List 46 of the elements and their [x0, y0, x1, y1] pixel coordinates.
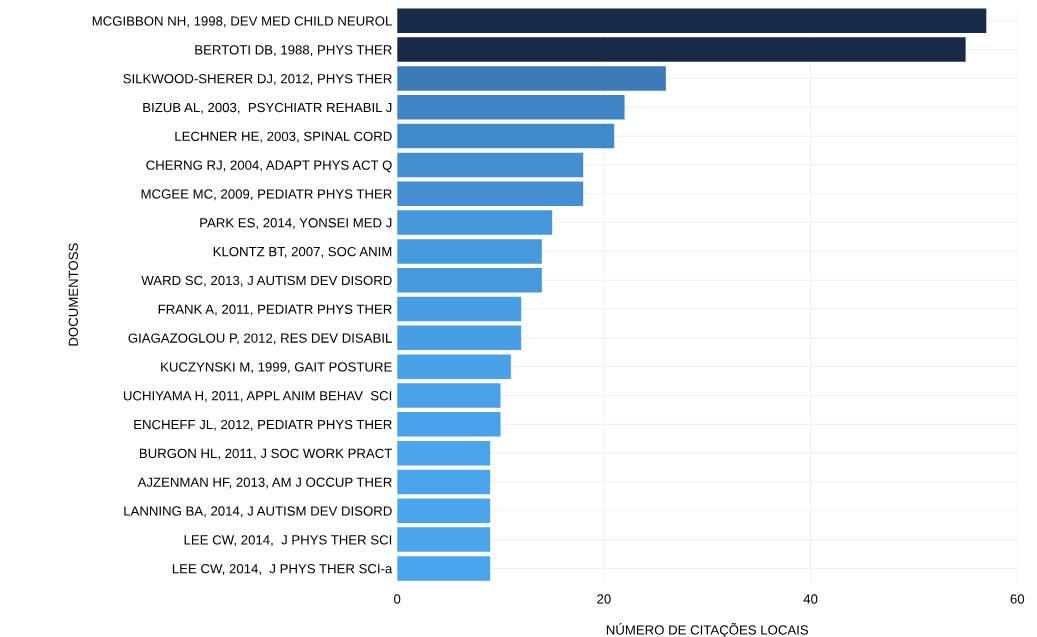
bar	[397, 383, 501, 408]
bar	[397, 210, 553, 235]
y-tick-label: KUCZYNSKI M, 1999, GAIT POSTURE	[161, 362, 392, 374]
bar	[397, 412, 501, 437]
bar	[397, 498, 491, 524]
x-tick-label: 40	[803, 594, 818, 604]
bar	[397, 354, 511, 379]
y-tick-label: LANNING BA, 2014, J AUTISM DEV DISORD	[124, 506, 392, 518]
bar	[397, 556, 491, 581]
bar	[397, 469, 491, 495]
bar	[397, 8, 987, 34]
y-tick-label: GIAGAZOGLOU P, 2012, RES DEV DISABIL	[128, 333, 392, 345]
bar	[397, 440, 491, 466]
y-tick-label: LEE CW, 2014, J PHYS THER SCI	[184, 535, 392, 547]
y-tick-label: PARK ES, 2014, YONSEI MED J	[200, 218, 392, 230]
bar	[397, 296, 522, 322]
y-tick-label: BURGON HL, 2011, J SOC WORK PRACT	[139, 448, 393, 460]
y-tick-label: BIZUB AL, 2003, PSYCHIATR REHABIL J	[143, 102, 392, 114]
bar	[397, 123, 615, 149]
y-tick-label: FRANK A, 2011, PEDIATR PHYS THER	[158, 304, 392, 316]
y-tick-label: KLONTZ BT, 2007, SOC ANIM	[213, 246, 392, 258]
y-tick-label: UCHIYAMA H, 2011, APPL ANIM BEHAV SCI	[123, 391, 392, 402]
bar	[397, 325, 522, 351]
bar	[397, 37, 966, 62]
y-tick-label: AJZENMAN HF, 2013, AM J OCCUP THER	[137, 477, 392, 489]
y-tick-label: MCGIBBON NH, 1998, DEV MED CHILD NEUROL	[92, 16, 392, 28]
y-tick-label: LECHNER HE, 2003, SPINAL CORD	[175, 131, 392, 143]
x-tick-label: 20	[597, 594, 611, 604]
bar	[397, 152, 584, 178]
y-tick-label: WARD SC, 2013, J AUTISM DEV DISORD	[141, 275, 392, 287]
bar	[397, 95, 625, 120]
x-axis-title: NÚMERO DE CITAÇÕES LOCAIS	[606, 622, 809, 637]
y-tick-label: ENCHEFF JL, 2012, PEDIATR PHYS THER	[134, 419, 392, 431]
x-tick-label: 60	[1010, 594, 1025, 604]
y-tick-label: MCGEE MC, 2009, PEDIATR PHYS THER	[141, 189, 392, 201]
bar	[397, 181, 584, 206]
bar	[397, 239, 542, 264]
bar	[397, 267, 542, 293]
y-tick-label: CHERNG RJ, 2004, ADAPT PHYS ACT Q	[146, 160, 392, 173]
y-tick-label: LEE CW, 2014, J PHYS THER SCI-a	[172, 564, 393, 575]
y-axis-title: DOCUMENTOSS	[68, 243, 78, 346]
bar	[397, 66, 666, 91]
x-tick-label: 0	[394, 594, 401, 604]
y-tick-label: SILKWOOD-SHERER DJ, 2012, PHYS THER	[123, 74, 392, 85]
bar	[397, 527, 491, 552]
y-tick-label: BERTOTI DB, 1988, PHYS THER	[195, 45, 392, 57]
